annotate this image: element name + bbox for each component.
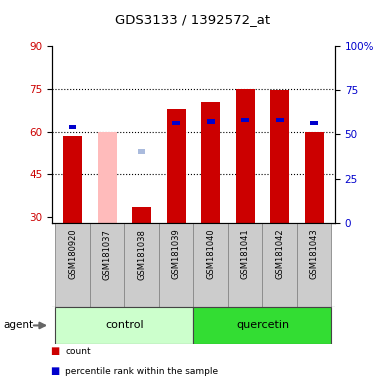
Bar — [194, 223, 228, 307]
Text: ■: ■ — [50, 366, 59, 376]
Text: GSM181039: GSM181039 — [172, 228, 181, 280]
Bar — [207, 119, 214, 124]
Bar — [124, 223, 159, 307]
Text: GSM180920: GSM180920 — [68, 228, 77, 279]
Bar — [297, 223, 331, 307]
Text: GSM181037: GSM181037 — [103, 228, 112, 280]
Bar — [132, 207, 151, 223]
Bar — [69, 125, 77, 129]
Text: GDS3133 / 1392572_at: GDS3133 / 1392572_at — [115, 13, 270, 26]
Bar — [90, 223, 124, 307]
Bar — [263, 223, 297, 307]
Text: ■: ■ — [50, 346, 59, 356]
Text: count: count — [65, 347, 91, 356]
Bar — [270, 90, 289, 223]
Bar — [310, 121, 318, 125]
Bar — [55, 223, 90, 307]
Bar — [194, 307, 331, 344]
Text: agent: agent — [4, 320, 34, 331]
Text: GSM181041: GSM181041 — [241, 228, 250, 279]
Text: GSM181043: GSM181043 — [310, 228, 319, 280]
Text: control: control — [105, 320, 144, 331]
Text: GSM181042: GSM181042 — [275, 228, 284, 279]
Bar — [172, 121, 180, 125]
Bar — [276, 118, 283, 122]
Bar — [201, 102, 220, 223]
Bar — [167, 109, 186, 223]
Bar — [98, 132, 117, 223]
Text: GSM181040: GSM181040 — [206, 228, 215, 279]
Bar — [55, 307, 194, 344]
Text: quercetin: quercetin — [236, 320, 289, 331]
Text: GSM181038: GSM181038 — [137, 228, 146, 280]
Bar — [63, 136, 82, 223]
Text: percentile rank within the sample: percentile rank within the sample — [65, 367, 219, 376]
Bar — [305, 132, 324, 223]
Bar — [228, 223, 263, 307]
Bar — [159, 223, 193, 307]
Bar — [236, 89, 255, 223]
Bar — [138, 149, 146, 154]
Bar — [241, 118, 249, 122]
